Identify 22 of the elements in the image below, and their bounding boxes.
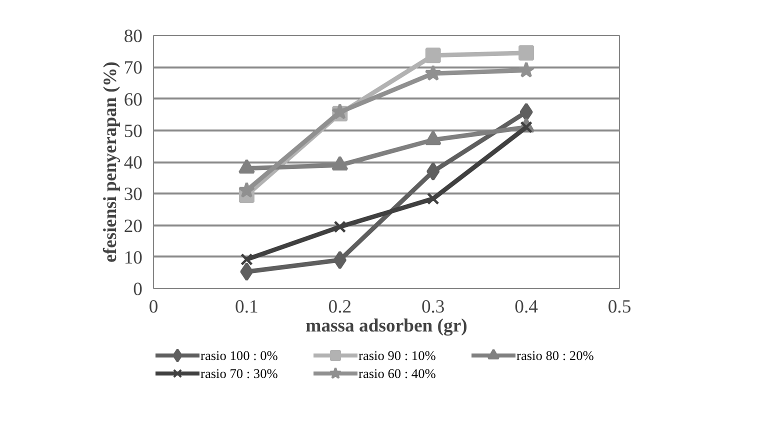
x-tick-label: 0.2 bbox=[328, 296, 352, 318]
x-tick-label: 0.5 bbox=[608, 296, 632, 318]
legend-label: rasio 80 : 20% bbox=[516, 348, 594, 363]
y-axis-title: efesiensi penyerapan (%) bbox=[100, 61, 121, 263]
legend-label: rasio 70 : 30% bbox=[200, 366, 278, 381]
x-tick-label: 0.1 bbox=[235, 296, 258, 318]
x-tick-label: 0.3 bbox=[421, 296, 445, 318]
y-tick-label: 70 bbox=[124, 58, 142, 79]
x-axis-title: massa adsorben (gr) bbox=[306, 316, 468, 336]
y-tick-label: 40 bbox=[124, 152, 142, 174]
y-tick-label: 50 bbox=[124, 120, 142, 142]
legend-label: rasio 60 : 40% bbox=[358, 366, 436, 381]
y-tick-label: 60 bbox=[124, 89, 142, 110]
x-tick-label: 0.4 bbox=[514, 296, 539, 318]
legend-label: rasio 90 : 10% bbox=[358, 348, 436, 363]
y-tick-label: 10 bbox=[124, 247, 142, 268]
y-tick-label: 30 bbox=[124, 184, 142, 206]
y-tick-label: 20 bbox=[124, 216, 142, 237]
y-tick-label: 80 bbox=[124, 26, 142, 47]
y-tick-label: 0 bbox=[133, 279, 142, 300]
x-tick-label: 0 bbox=[148, 296, 158, 318]
legend-label: rasio 100 : 0% bbox=[200, 348, 278, 363]
